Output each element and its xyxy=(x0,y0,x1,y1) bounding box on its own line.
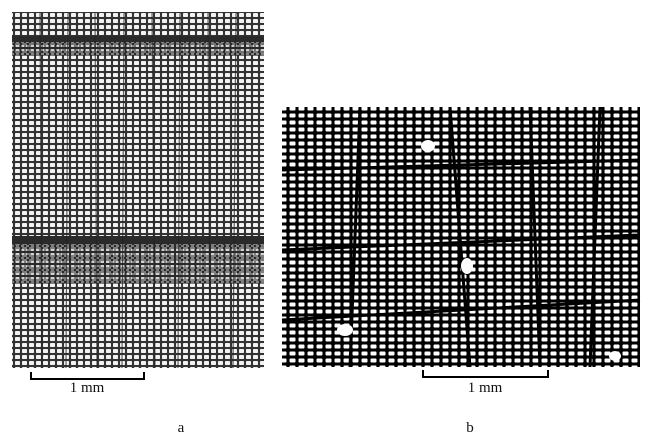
scale-bar-a xyxy=(30,372,145,380)
panel-label: b xyxy=(466,420,474,436)
micrograph-b xyxy=(281,106,641,368)
panel-label: a xyxy=(178,420,185,436)
scale-bar-label: 1 mm xyxy=(468,380,503,396)
scale-bar-label: 1 mm xyxy=(70,380,105,396)
scale-bar-b xyxy=(422,370,549,378)
micrograph-a xyxy=(12,11,264,369)
